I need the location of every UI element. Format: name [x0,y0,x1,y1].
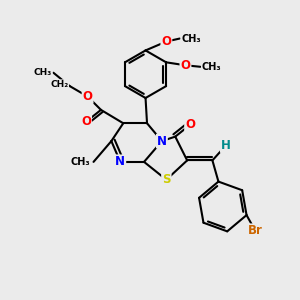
Text: Br: Br [248,224,263,237]
Text: CH₃: CH₃ [71,157,91,167]
Text: CH₃: CH₃ [202,62,221,72]
Text: O: O [81,115,91,128]
Text: O: O [161,35,171,48]
Text: H: H [221,139,231,152]
Text: N: N [115,155,125,168]
Text: CH₃: CH₃ [181,34,201,44]
Text: S: S [162,173,171,186]
Text: O: O [181,59,190,72]
Text: O: O [82,90,93,103]
Text: O: O [185,118,195,131]
Text: CH₂: CH₂ [50,80,68,89]
Text: N: N [157,135,167,148]
Text: CH₃: CH₃ [34,68,52,77]
